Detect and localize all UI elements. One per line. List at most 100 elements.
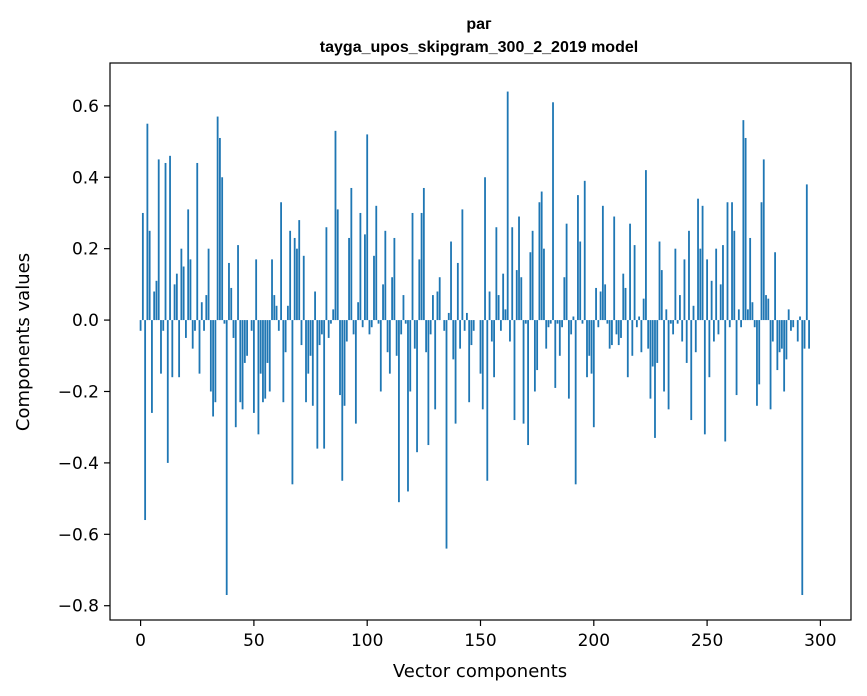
bar bbox=[243, 320, 246, 363]
bar bbox=[268, 320, 271, 392]
bar bbox=[255, 259, 258, 321]
bar bbox=[742, 120, 745, 321]
bar bbox=[756, 320, 758, 406]
bar bbox=[740, 320, 742, 328]
bar bbox=[216, 116, 219, 321]
bar bbox=[289, 230, 292, 321]
bar bbox=[461, 209, 464, 321]
bar bbox=[520, 277, 523, 321]
bar bbox=[162, 320, 165, 331]
bar bbox=[452, 320, 455, 360]
bar bbox=[493, 320, 495, 378]
bar bbox=[407, 320, 409, 492]
bar bbox=[443, 320, 446, 331]
bar bbox=[735, 320, 738, 396]
bar bbox=[783, 320, 786, 392]
bar bbox=[780, 320, 783, 349]
bar bbox=[425, 320, 428, 353]
bar bbox=[262, 320, 264, 403]
bar bbox=[377, 320, 380, 324]
bar bbox=[490, 320, 493, 342]
bar bbox=[524, 320, 527, 324]
bar bbox=[672, 320, 675, 335]
bar bbox=[617, 320, 620, 346]
bar bbox=[386, 320, 389, 353]
bar bbox=[429, 320, 432, 335]
bar bbox=[359, 212, 362, 321]
bar bbox=[252, 320, 255, 413]
bar bbox=[334, 130, 337, 321]
x-tick-label: 0 bbox=[135, 631, 146, 651]
bar bbox=[141, 212, 144, 321]
bar bbox=[697, 198, 699, 321]
bar bbox=[543, 248, 545, 321]
bar bbox=[348, 237, 350, 321]
bar bbox=[504, 309, 507, 321]
bar bbox=[753, 320, 756, 328]
bar bbox=[166, 320, 169, 463]
bar bbox=[411, 212, 414, 321]
bar bbox=[209, 320, 212, 392]
bar bbox=[533, 320, 536, 392]
bar bbox=[792, 320, 795, 328]
bar bbox=[746, 309, 749, 321]
bar bbox=[540, 191, 543, 321]
bar bbox=[232, 320, 235, 338]
bar bbox=[647, 320, 650, 349]
bar bbox=[343, 320, 346, 406]
bar bbox=[275, 305, 278, 321]
bar bbox=[239, 320, 242, 403]
bar bbox=[681, 320, 684, 342]
bar bbox=[479, 320, 482, 374]
bar bbox=[701, 205, 704, 321]
bar bbox=[590, 320, 593, 374]
bar bbox=[391, 277, 394, 321]
y-tick-label: 0.0 bbox=[72, 311, 99, 331]
bar bbox=[280, 202, 282, 321]
bar bbox=[608, 320, 611, 349]
bar bbox=[570, 320, 573, 335]
bar bbox=[511, 227, 514, 321]
bar bbox=[234, 320, 237, 428]
bar bbox=[368, 320, 371, 335]
bar bbox=[506, 91, 509, 321]
bar bbox=[554, 320, 557, 388]
bar bbox=[219, 137, 221, 321]
bar bbox=[357, 302, 360, 321]
bar bbox=[259, 320, 262, 374]
bar bbox=[665, 309, 668, 321]
bar bbox=[384, 230, 387, 321]
bar bbox=[472, 320, 475, 331]
bar bbox=[422, 187, 425, 321]
bar bbox=[286, 305, 289, 321]
bar bbox=[447, 312, 450, 321]
bar bbox=[379, 320, 382, 392]
bar bbox=[314, 291, 316, 321]
bar bbox=[574, 320, 577, 485]
bar bbox=[350, 187, 353, 321]
bar bbox=[185, 320, 187, 338]
chart-subtitle: tayga_upos_skipgram_300_2_2019 model bbox=[320, 39, 638, 56]
bar bbox=[563, 277, 566, 321]
bar bbox=[418, 259, 421, 321]
bar bbox=[758, 320, 761, 385]
bar bbox=[769, 320, 772, 410]
bar bbox=[613, 216, 616, 321]
bar bbox=[398, 320, 400, 503]
bar bbox=[645, 170, 647, 321]
bar bbox=[767, 298, 770, 321]
bar bbox=[450, 241, 452, 321]
x-axis: 0 50 100 150 200 250 300 bbox=[135, 620, 837, 651]
bar bbox=[459, 320, 462, 349]
bar bbox=[667, 320, 670, 410]
y-tick-label: 0.2 bbox=[72, 240, 99, 260]
bar bbox=[547, 320, 550, 328]
bar bbox=[583, 180, 586, 321]
bar bbox=[771, 320, 774, 342]
bar bbox=[352, 320, 355, 335]
bar bbox=[354, 320, 357, 424]
bar bbox=[760, 202, 763, 321]
bar bbox=[228, 262, 230, 321]
bar bbox=[164, 162, 167, 321]
bar bbox=[463, 320, 466, 331]
